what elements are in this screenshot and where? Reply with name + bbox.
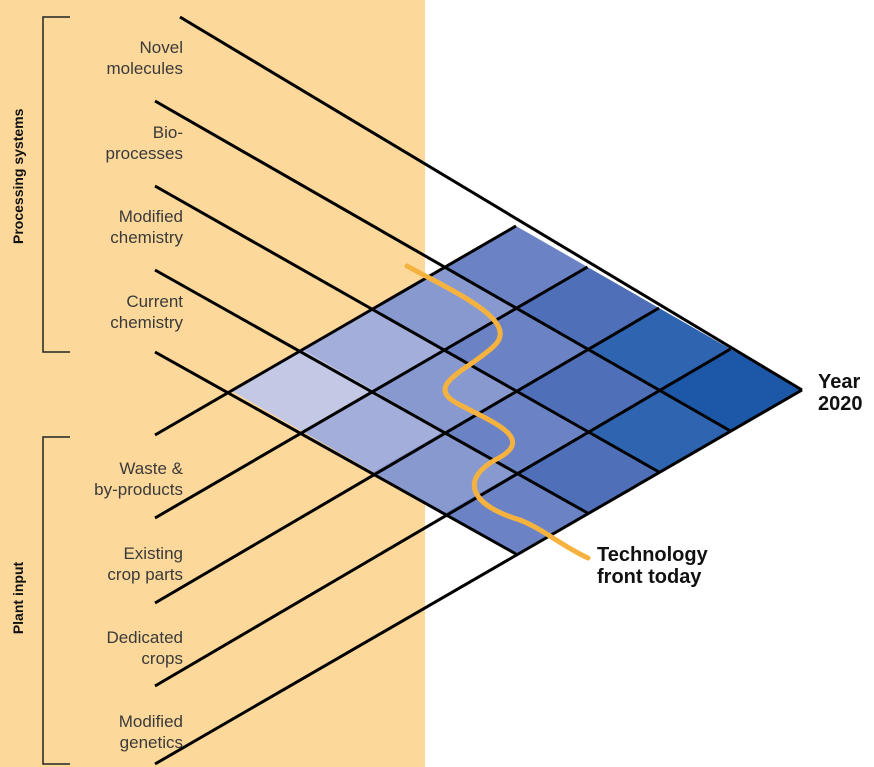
technology-front-curve bbox=[404, 263, 591, 561]
processing-row-line bbox=[154, 99, 732, 433]
label-bio-processes: Bio- processes bbox=[105, 123, 183, 163]
processing-systems-title: Processing systems bbox=[10, 108, 26, 244]
plant-row-line bbox=[154, 306, 660, 605]
group-brackets bbox=[42, 16, 70, 765]
plant-input-title: Plant input bbox=[10, 561, 26, 635]
label-novel-molecules: Novel molecules bbox=[106, 38, 183, 78]
technology-front-label: Technology front today bbox=[597, 544, 708, 588]
plant-row-line bbox=[154, 265, 589, 520]
plant-row-line bbox=[154, 347, 732, 688]
label-modified-chemistry: Modified chemistry bbox=[110, 207, 183, 247]
label-dedicated-crops: Dedicated crops bbox=[106, 628, 183, 668]
label-existing-crop-parts: Existing crop parts bbox=[107, 544, 183, 584]
plant-row-line bbox=[154, 388, 803, 766]
label-modified-genetics: Modified genetics bbox=[118, 712, 183, 752]
label-current-chemistry: Current chemistry bbox=[110, 292, 183, 332]
label-waste-by-products: Waste & by-products bbox=[94, 459, 183, 499]
plant-row-line bbox=[154, 224, 517, 437]
processing-bracket bbox=[42, 16, 70, 353]
matrix-lines bbox=[154, 15, 803, 766]
plant-bracket bbox=[42, 436, 70, 765]
year-2020-label: Year 2020 bbox=[818, 371, 863, 415]
processing-row-line bbox=[154, 350, 517, 556]
processing-row-line bbox=[179, 15, 803, 392]
processing-row-line bbox=[154, 184, 660, 474]
